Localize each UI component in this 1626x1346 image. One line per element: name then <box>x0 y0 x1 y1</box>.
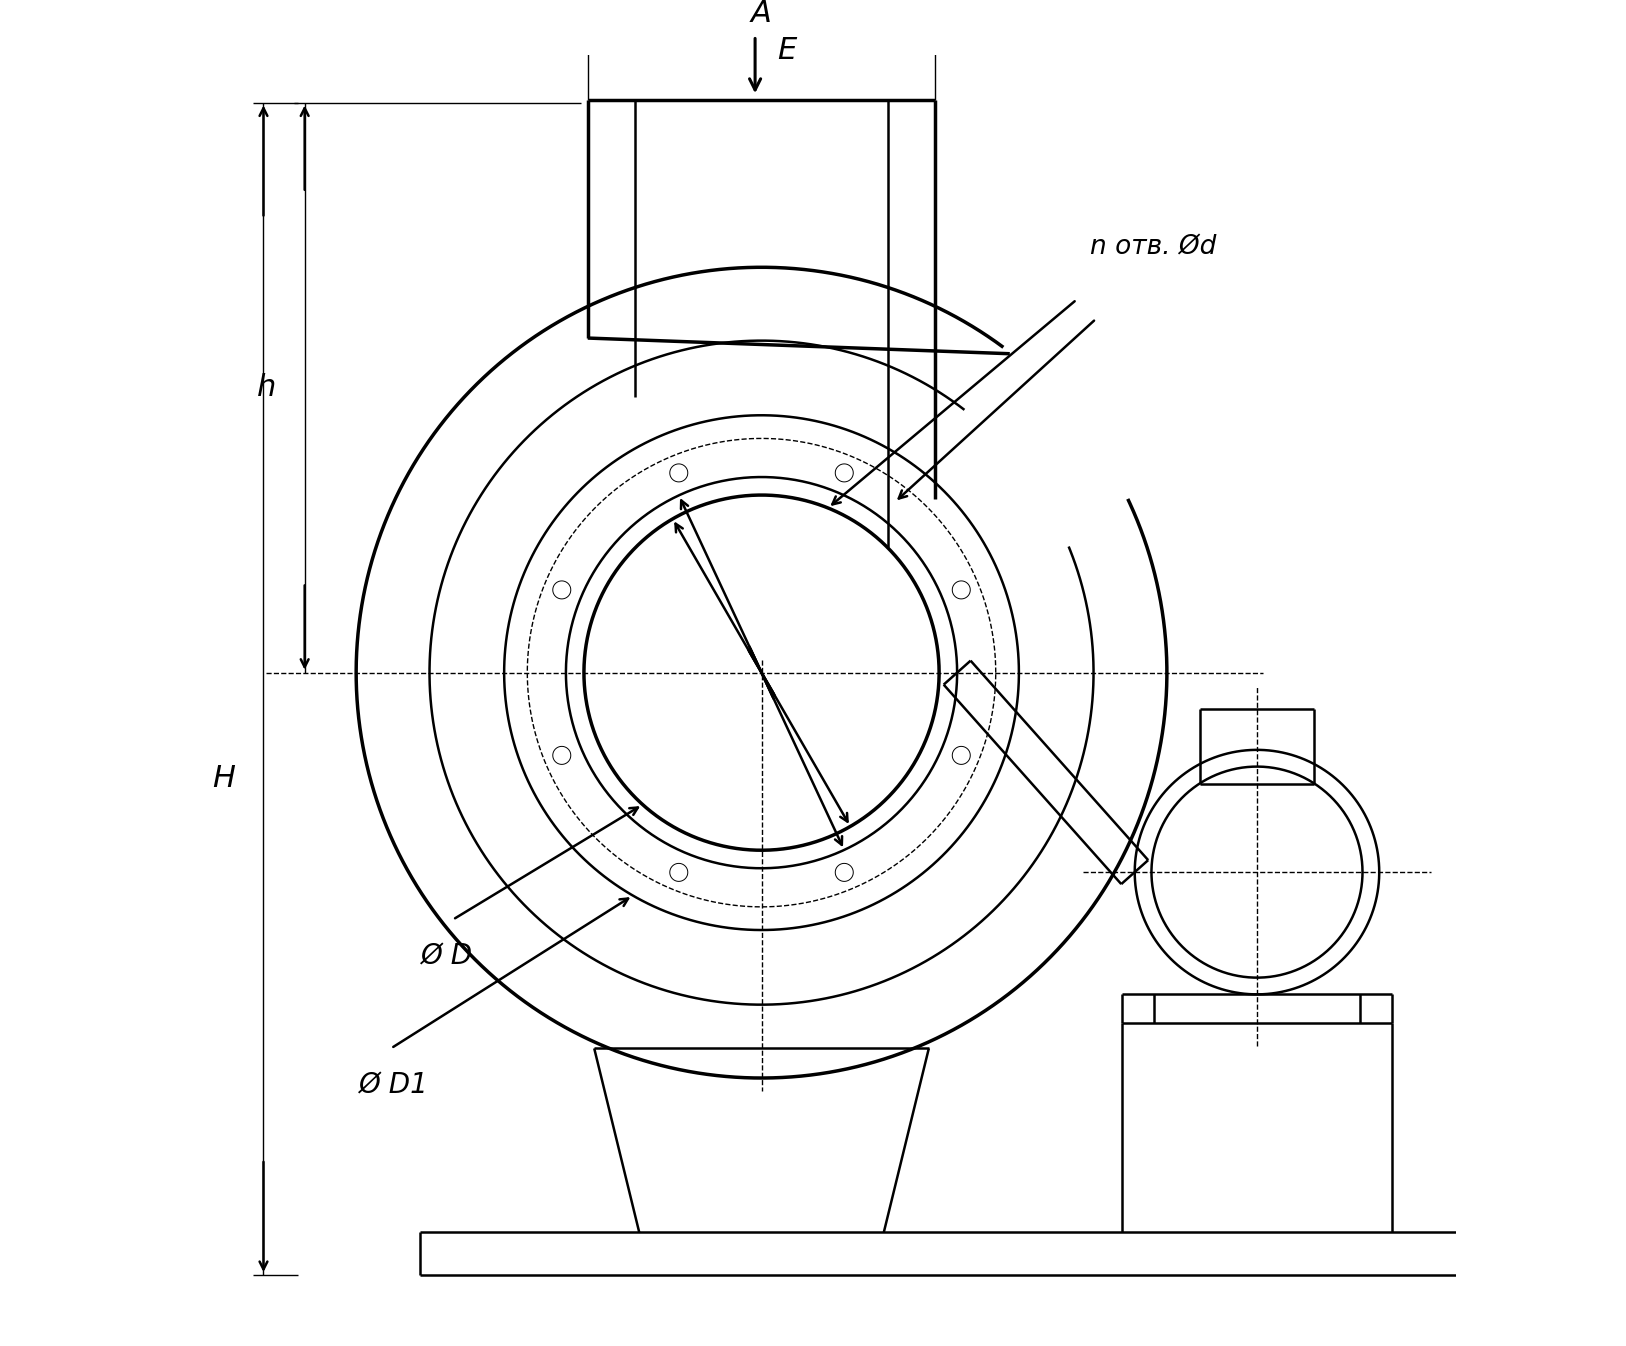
Text: n отв. Ød: n отв. Ød <box>1089 234 1216 261</box>
Text: h: h <box>257 373 276 402</box>
Text: E: E <box>777 35 797 65</box>
Text: Ø D1: Ø D1 <box>359 1071 429 1100</box>
Text: A: A <box>751 0 772 28</box>
Text: H: H <box>213 765 236 793</box>
Text: Ø D: Ø D <box>421 944 473 970</box>
